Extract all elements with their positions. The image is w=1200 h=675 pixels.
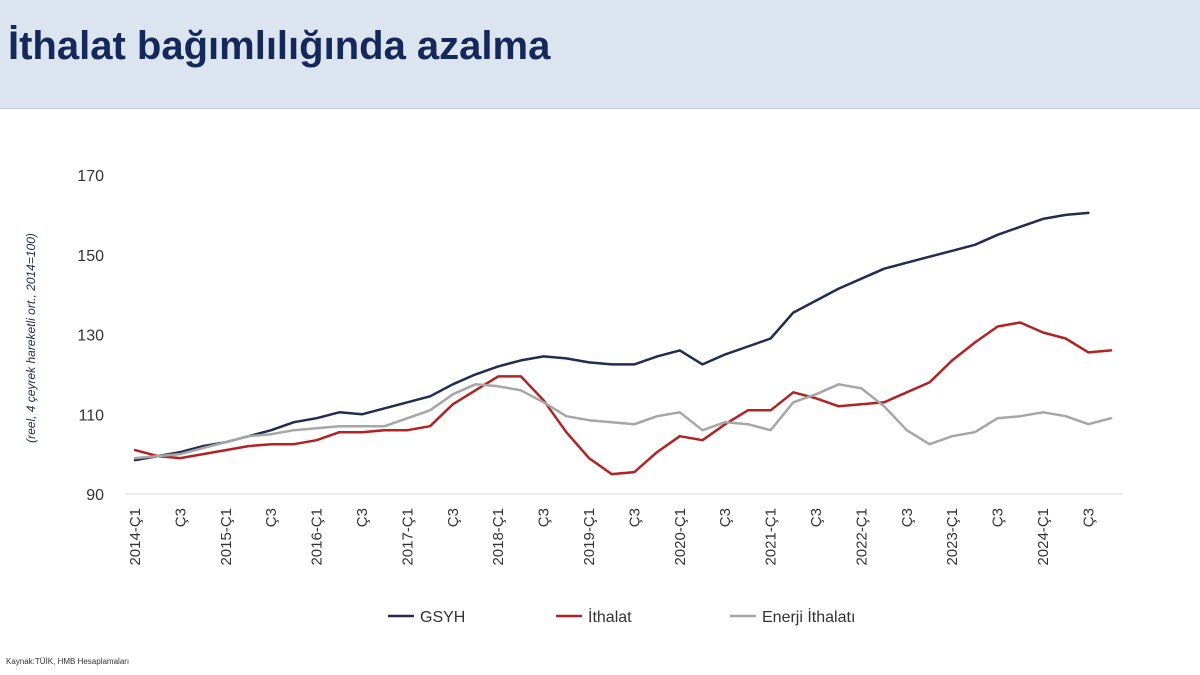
x-tick-label: 2023-Ç1 — [944, 508, 961, 566]
x-tick-label: 2024-Ç1 — [1035, 508, 1052, 566]
x-tick-label: 2016-Ç1 — [309, 508, 326, 566]
x-tick-label: Ç3 — [899, 508, 916, 527]
series-lines — [133, 211, 1113, 476]
y-tick-label: 170 — [77, 168, 104, 185]
page-title: İthalat bağımlılığında azalma — [8, 24, 551, 68]
x-tick-label: 2015-Ç1 — [218, 508, 235, 566]
source-note: Kaynak:TÜİK, HMB Hesaplamaları — [6, 657, 130, 666]
y-tick-label: 150 — [77, 248, 104, 265]
x-tick-label: 2014-Ç1 — [127, 508, 144, 566]
x-tick-label: Ç3 — [445, 508, 462, 527]
legend-label: Enerji İthalatı — [762, 607, 855, 626]
x-tick-label: 2020-Ç1 — [672, 508, 689, 566]
y-axis: 90 110 130 150 170 — [77, 168, 104, 504]
x-tick-label: Ç3 — [990, 508, 1007, 527]
x-tick-label: 2018-Ç1 — [490, 508, 507, 566]
x-tick-label: Ç3 — [1080, 508, 1097, 527]
series-line — [133, 211, 1090, 462]
y-tick-label: 110 — [78, 407, 104, 424]
series-line — [133, 383, 1113, 460]
x-tick-label: Ç3 — [808, 508, 825, 527]
x-tick-label: Ç3 — [354, 508, 371, 527]
y-axis-label: (reel, 4 çeyrek hareketli ort., 2014=100… — [24, 233, 38, 443]
x-tick-label: 2022-Ç1 — [853, 508, 870, 566]
x-axis: 2014-Ç1 Ç3 2015-Ç1 Ç3 2016-Ç1 Ç3 2017-Ç1 Ç3 2018… — [127, 508, 1097, 566]
line-chart: 90 110 130 150 170 2014-Ç1 Ç3 2015-Ç1 Ç3 2016-Ç1… — [24, 168, 1124, 626]
title-band: İthalat bağımlılığında azalma — [0, 0, 1200, 109]
y-tick-label: 130 — [77, 328, 104, 345]
x-tick-label: Ç3 — [263, 508, 280, 527]
x-tick-label: 2017-Ç1 — [399, 508, 416, 566]
y-tick-label: 90 — [86, 487, 104, 504]
legend-label: GSYH — [420, 609, 465, 626]
legend: GSYH İthalat Enerji İthalatı — [388, 607, 855, 626]
x-tick-label: Ç3 — [717, 508, 734, 527]
x-tick-label: Ç3 — [172, 508, 189, 527]
legend-label: İthalat — [588, 607, 632, 626]
x-tick-label: Ç3 — [536, 508, 553, 527]
x-tick-label: 2021-Ç1 — [763, 508, 780, 566]
series-line — [133, 321, 1113, 476]
x-tick-label: 2019-Ç1 — [581, 508, 598, 566]
x-tick-label: Ç3 — [626, 508, 643, 527]
